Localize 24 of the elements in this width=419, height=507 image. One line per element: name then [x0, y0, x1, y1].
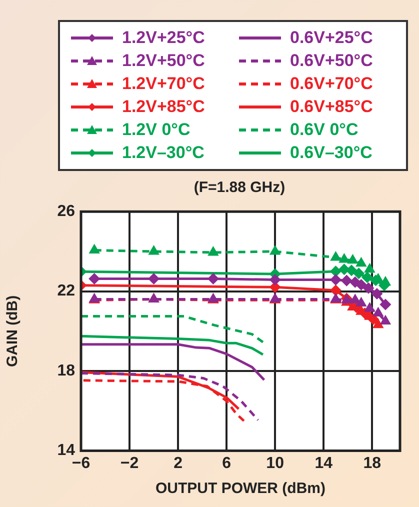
legend-label: 1.2V+50°C [122, 51, 205, 71]
y-tick-label: 26 [57, 203, 76, 220]
legend-label: 0.6V 0°C [290, 120, 358, 140]
legend-label: 1.2V 0°C [122, 120, 190, 140]
y-tick-label: 18 [57, 362, 76, 380]
y-axis-title: GAIN (dB) [4, 295, 22, 368]
x-tick-label: 6 [222, 454, 232, 472]
legend-label: 0.6V+85°C [290, 97, 373, 117]
x-tick-label: 10 [266, 454, 284, 472]
x-tick-label: 14 [314, 454, 333, 472]
legend-label: 1.2V+70°C [122, 74, 205, 94]
legend-label: 0.6V+25°C [290, 28, 373, 48]
legend-label: 0.6V+50°C [290, 51, 373, 71]
chart-title: (F=1.88 GHz) [192, 179, 286, 196]
x-tick-label: 2 [174, 454, 183, 472]
y-tick-label: 22 [57, 282, 76, 300]
x-axis-title: OUTPUT POWER (dBm) [156, 480, 326, 498]
legend-label: 0.6V–30°C [290, 143, 372, 163]
x-tick-label: −2 [120, 454, 139, 472]
legend-label: 1.2V–30°C [122, 143, 204, 163]
legend-label: 1.2V+25°C [122, 28, 205, 48]
x-tick-label: 18 [363, 454, 382, 472]
legend-label: 1.2V+85°C [122, 97, 205, 117]
legend-label: 0.6V+70°C [290, 74, 373, 94]
